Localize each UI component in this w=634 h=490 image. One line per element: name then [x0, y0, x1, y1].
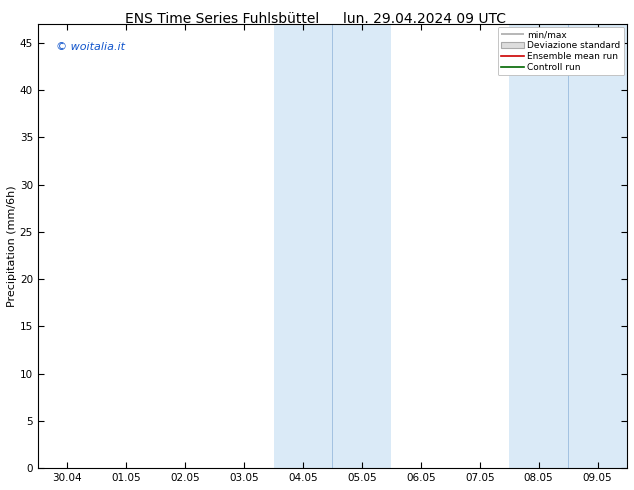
Bar: [568, 24, 627, 468]
Text: © woitalia.it: © woitalia.it: [56, 42, 124, 52]
Y-axis label: Precipitation (mm/6h): Precipitation (mm/6h): [7, 185, 17, 307]
Legend: min/max, Deviazione standard, Ensemble mean run, Controll run: min/max, Deviazione standard, Ensemble m…: [498, 27, 624, 75]
Text: ENS Time Series Fuhlsbüttel: ENS Time Series Fuhlsbüttel: [125, 12, 319, 26]
Bar: [332, 24, 391, 468]
Text: lun. 29.04.2024 09 UTC: lun. 29.04.2024 09 UTC: [343, 12, 507, 26]
Bar: [509, 24, 568, 468]
Bar: [273, 24, 332, 468]
